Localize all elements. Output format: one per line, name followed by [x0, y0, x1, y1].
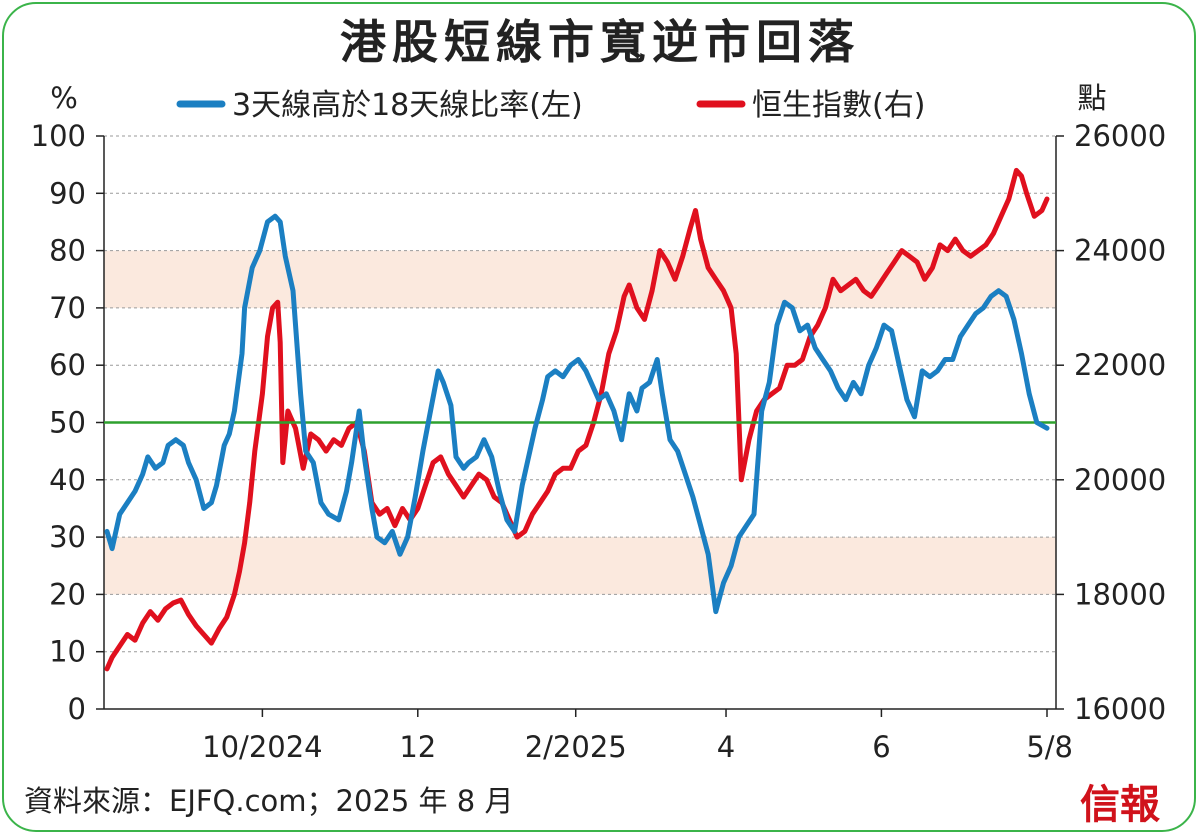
left-tick-label: 30 [49, 520, 86, 554]
legend-label-1: 恒生指數(右) [752, 88, 925, 123]
source-note: 資料來源：EJFQ.com；2025 年 8 月 [24, 784, 514, 818]
series-line-0 [104, 213, 1050, 615]
right-unit-label: 點 [1077, 81, 1106, 115]
left-tick-label: 20 [49, 577, 86, 611]
axes [96, 135, 1064, 717]
left-tick-label: 0 [68, 692, 86, 726]
x-tick-label: 6 [872, 730, 890, 764]
right-tick-label: 22000 [1074, 348, 1166, 382]
left-tick-label: 80 [49, 234, 86, 268]
tick-labels: 0 10 20 30 40 50 60 70 80 90 100 16000 18000 20000 220… [31, 81, 1167, 764]
series-lines [104, 167, 1056, 672]
x-tick-label: 4 [717, 730, 735, 764]
page-title: 港股短線市寬逆市回落 [340, 15, 860, 69]
left-tick-label: 50 [49, 406, 86, 440]
left-tick-label: 90 [49, 176, 86, 210]
left-tick-label: 70 [49, 291, 86, 325]
brand-logo: 信報 [1080, 781, 1160, 828]
left-tick-label: 60 [49, 348, 86, 382]
x-tick-label: 10/2024 [202, 730, 322, 764]
right-tick-label: 18000 [1074, 577, 1166, 611]
left-tick-label: 100 [31, 119, 86, 153]
x-tick-label: 12 [399, 730, 436, 764]
right-tick-label: 20000 [1074, 463, 1166, 497]
x-tick-label: 2/2025 [525, 730, 627, 764]
right-tick-label: 16000 [1074, 692, 1166, 726]
left-tick-label: 10 [49, 635, 86, 669]
left-tick-label: 40 [49, 463, 86, 497]
right-tick-label: 24000 [1074, 234, 1166, 268]
band-0 [104, 537, 1056, 595]
left-unit-label: % [50, 81, 78, 115]
shaded-bands [104, 250, 1056, 595]
right-tick-label: 26000 [1074, 119, 1166, 153]
legend-label-0: 3天線高於18天線比率(左) [232, 88, 583, 123]
series-line-1 [104, 167, 1050, 672]
gridlines [104, 135, 1056, 653]
legend: 3天線高於18天線比率(左) 恒生指數(右) [176, 88, 925, 123]
x-tick-label: 5/8 [1026, 730, 1073, 764]
